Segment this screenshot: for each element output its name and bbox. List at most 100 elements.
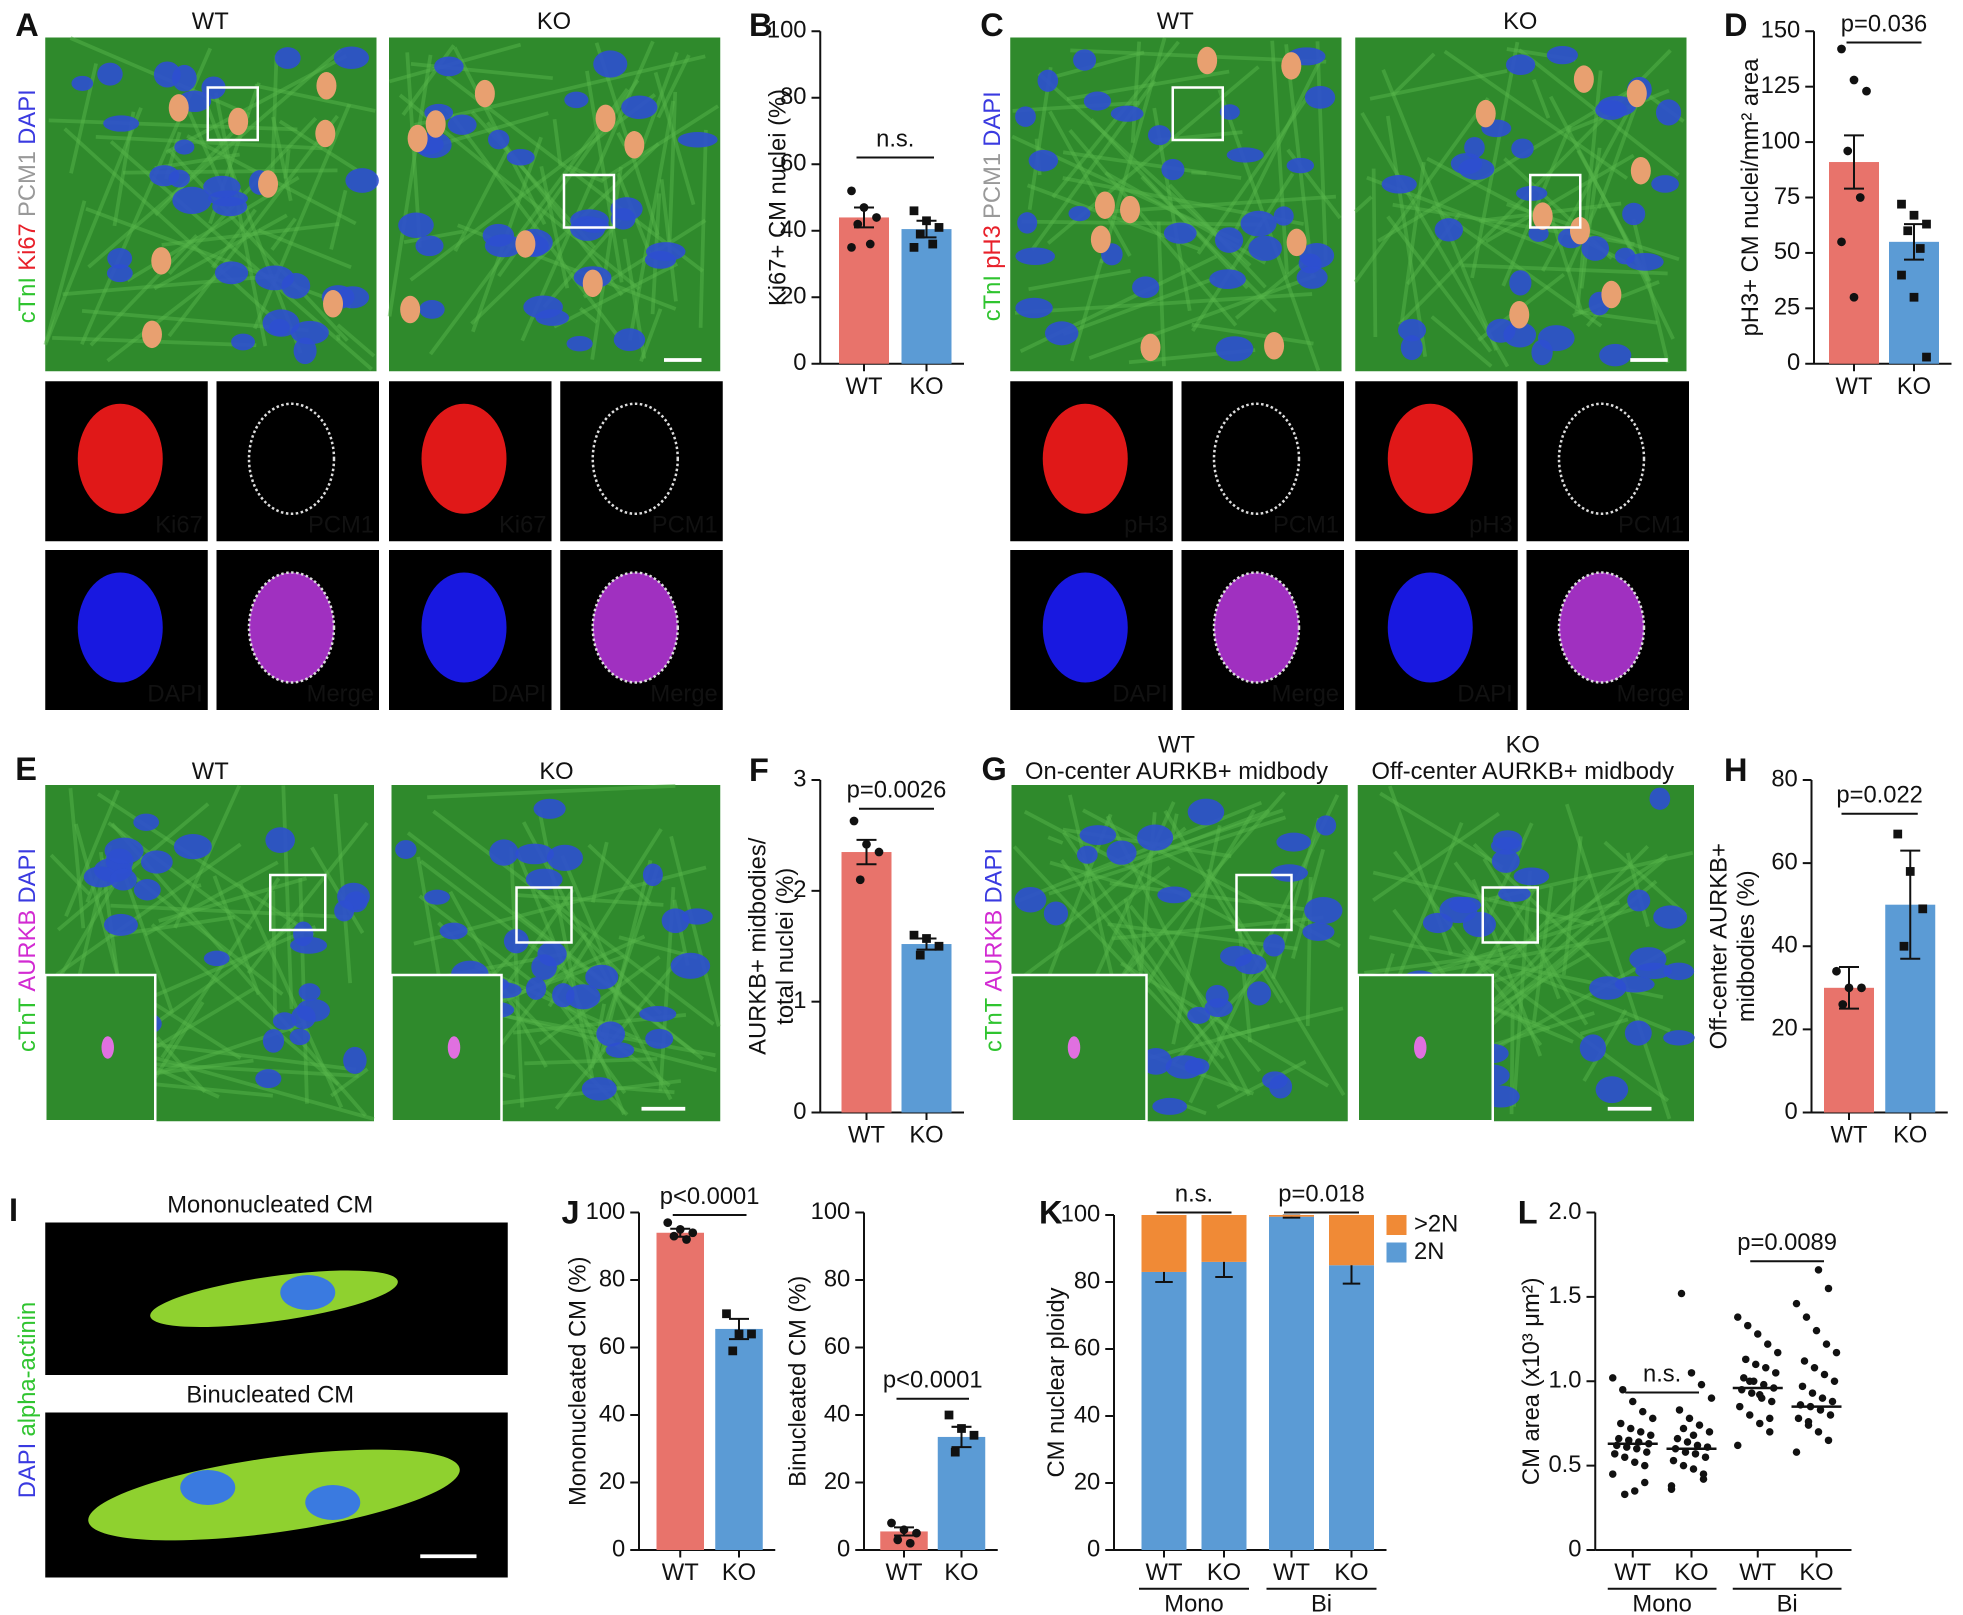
fiber <box>44 200 87 343</box>
marked-nucleus <box>315 119 336 148</box>
nucleus <box>203 950 230 967</box>
fiber <box>1430 315 1493 368</box>
x-tick-label: WT <box>1836 373 1873 400</box>
data-point <box>1754 1330 1762 1338</box>
fiber <box>1234 259 1307 320</box>
fiber <box>253 103 352 330</box>
bar-segment <box>1141 1215 1187 1272</box>
fiber <box>539 165 570 289</box>
cell <box>88 1449 460 1541</box>
fiber <box>1371 168 1378 338</box>
fiber <box>1541 105 1633 272</box>
data-point <box>872 213 881 222</box>
nucleus <box>398 212 434 239</box>
data-point <box>1647 1431 1655 1439</box>
data-point <box>1768 1397 1776 1406</box>
nucleus <box>1017 212 1038 234</box>
panel-letter: E <box>15 751 37 787</box>
data-point <box>1681 1448 1690 1456</box>
significance-label: n.s. <box>1643 1360 1681 1387</box>
inset-nucleus <box>1557 571 1646 684</box>
fiber <box>1233 56 1324 232</box>
y-tick-label: 0 <box>793 1098 806 1125</box>
condition-label: WT <box>192 758 229 785</box>
data-point <box>1774 1348 1782 1357</box>
bar <box>841 852 892 1113</box>
bar <box>937 1436 986 1550</box>
fiber <box>1360 111 1510 368</box>
fiber <box>213 92 268 347</box>
fiber <box>1574 309 1658 325</box>
condition-subtitle: Off-center AURKB+ midbody <box>1371 758 1674 785</box>
legend-label: >2N <box>1414 1210 1458 1237</box>
nucleus <box>415 235 444 257</box>
stain-name: PCM1 <box>979 153 1006 219</box>
x-tick-label: KO <box>1207 1559 1241 1586</box>
x-tick-label: WT <box>1831 1122 1868 1149</box>
data-point <box>688 1228 698 1238</box>
nucleus <box>140 850 173 874</box>
bar-segment <box>1201 1261 1247 1550</box>
condition-label: KO <box>1506 732 1540 759</box>
inset-label: Merge <box>650 680 717 707</box>
y-tick-label: 20 <box>780 283 806 310</box>
nucleus <box>1215 336 1254 362</box>
stain-label: cTnT AURKB DAPI <box>981 848 1008 1052</box>
data-point <box>1849 292 1859 302</box>
significance-label: p=0.036 <box>1841 10 1928 37</box>
marked-nucleus <box>1532 202 1553 230</box>
roi-box <box>269 873 327 932</box>
fiber <box>1082 808 1341 948</box>
nucleus <box>1187 798 1225 826</box>
data-point <box>1820 1370 1829 1379</box>
data-point <box>1641 1461 1649 1470</box>
data-point <box>912 1528 921 1538</box>
inset-nucleus <box>1557 402 1646 515</box>
stain-name: DAPI <box>979 91 1006 146</box>
fiber <box>1170 813 1179 837</box>
roi-box <box>1529 173 1582 229</box>
nucleus <box>613 328 646 352</box>
y-tick-label: 60 <box>1771 848 1797 875</box>
midbody <box>447 1036 461 1059</box>
nucleus <box>1462 911 1496 938</box>
nucleus <box>1581 236 1610 261</box>
x-tick-label: WT <box>662 1559 699 1586</box>
nucleus <box>293 337 317 365</box>
nucleus <box>293 921 314 947</box>
data-point <box>722 1309 731 1319</box>
midbody <box>1414 1036 1427 1059</box>
fiber <box>1391 52 1436 97</box>
nucleus <box>1273 206 1294 226</box>
nucleus <box>173 834 212 860</box>
nucleus <box>1653 905 1688 929</box>
data-point <box>1760 1380 1768 1389</box>
roi-box <box>562 173 616 229</box>
y-tick-label: 100 <box>811 1198 851 1225</box>
bar <box>656 1232 704 1550</box>
nucleus <box>1304 896 1343 925</box>
marked-nucleus <box>1626 79 1647 108</box>
nucleus <box>447 114 477 135</box>
group-label: Bi <box>1777 1590 1798 1615</box>
significance-label: p=0.022 <box>1836 782 1923 809</box>
stain-name: DAPI <box>14 1443 41 1498</box>
fiber <box>153 1002 242 1060</box>
nucleus <box>333 46 370 70</box>
nucleus <box>1624 1020 1652 1046</box>
inset-label: Merge <box>1272 680 1339 707</box>
data-point <box>1629 1397 1637 1406</box>
condition-label: Binucleated CM <box>186 1382 354 1409</box>
data-point <box>1903 226 1913 236</box>
fiber <box>553 262 679 329</box>
marked-nucleus <box>425 110 446 138</box>
panel-letter: G <box>982 751 1007 787</box>
fiber <box>470 142 660 326</box>
data-point <box>1814 1428 1823 1436</box>
inset-label: PCM1 <box>1618 512 1684 539</box>
nucleus <box>564 91 589 109</box>
nucleus <box>487 129 510 150</box>
nucleus <box>97 62 123 86</box>
fiber <box>153 213 288 291</box>
fiber <box>427 784 676 800</box>
